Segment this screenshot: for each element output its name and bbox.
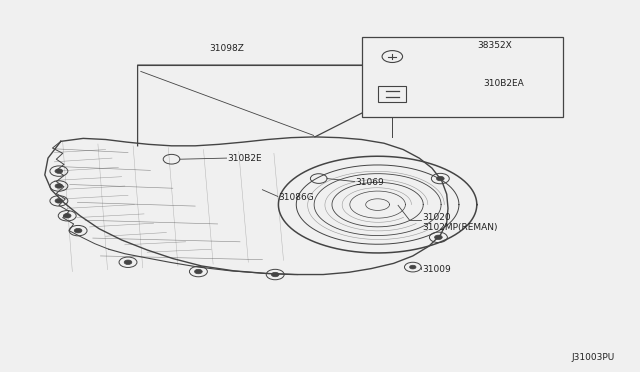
Circle shape [55, 184, 63, 188]
Text: 310B2E: 310B2E [227, 154, 262, 163]
Text: 31069: 31069 [355, 178, 384, 187]
Text: 38352X: 38352X [477, 41, 511, 50]
Circle shape [410, 265, 416, 269]
Circle shape [55, 169, 63, 173]
Bar [362, 37, 563, 117]
Circle shape [74, 228, 82, 233]
Circle shape [435, 235, 442, 240]
Circle shape [55, 199, 63, 203]
Text: J31003PU: J31003PU [571, 353, 614, 362]
Circle shape [436, 176, 444, 181]
Circle shape [195, 269, 202, 274]
Text: 310B2EA: 310B2EA [483, 79, 524, 88]
Bar [378, 86, 406, 102]
Circle shape [63, 214, 71, 218]
Text: 31098Z: 31098Z [210, 44, 244, 53]
Text: 31020: 31020 [422, 213, 451, 222]
Circle shape [124, 260, 132, 264]
Text: 3102MP(REMAN): 3102MP(REMAN) [422, 223, 498, 232]
Text: 31009: 31009 [422, 265, 451, 274]
Circle shape [271, 272, 279, 277]
Text: 31086G: 31086G [278, 193, 314, 202]
